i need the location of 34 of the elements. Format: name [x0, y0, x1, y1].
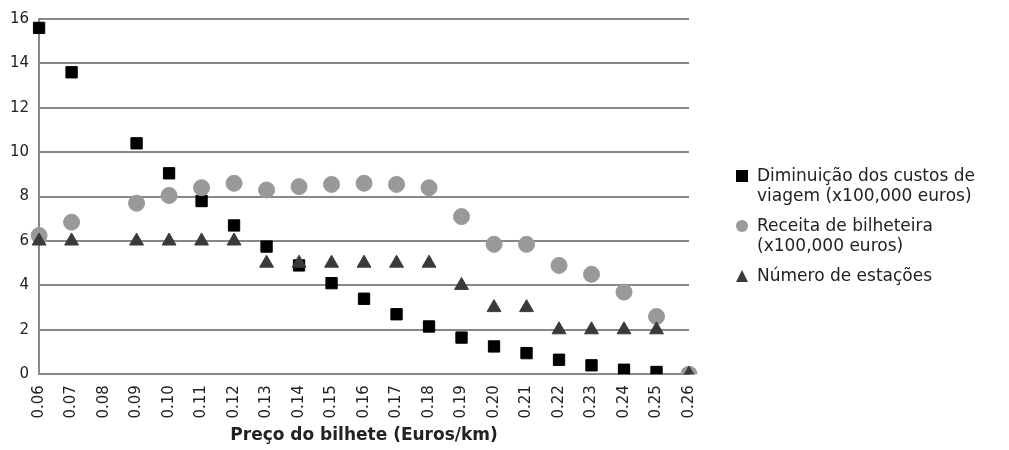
- y-tick-label: 4: [19, 275, 30, 294]
- y-tick-label: 14: [9, 53, 30, 72]
- x-tick-label: 0.22: [548, 385, 567, 419]
- x-tick-label: 0.08: [93, 385, 112, 419]
- legend-label: Receita de bilheteira (x100,000 euros): [757, 215, 934, 255]
- y-tick-label: 2: [19, 319, 30, 338]
- x-tick-label: 0.13: [256, 385, 275, 419]
- x-tick-label: 0.20: [483, 385, 502, 419]
- x-tick-label: 0.07: [61, 385, 80, 419]
- y-tick-label: 8: [19, 186, 30, 205]
- x-tick-label: 0.14: [288, 385, 307, 419]
- x-tick-label: 0.17: [386, 385, 405, 419]
- x-tick-label: 0.10: [158, 385, 177, 419]
- x-tick-label: 0.06: [28, 385, 47, 419]
- x-tick-label: 0.24: [613, 385, 632, 419]
- x-tick-label: 0.18: [418, 385, 437, 419]
- x-tick-label: 0.19: [451, 385, 470, 419]
- x-tick-label: 0.23: [581, 385, 600, 419]
- x-tick-label: 0.09: [126, 385, 145, 419]
- x-tick-label: 0.11: [191, 385, 210, 419]
- x-axis-title: Preço do bilhete (Euros/km): [230, 424, 498, 445]
- y-tick-label: 10: [9, 142, 30, 161]
- x-tick-label: 0.21: [516, 385, 535, 419]
- legend-label: Diminuição dos custos de viagem (x100,000 euros): [757, 165, 976, 205]
- x-tick-label: 0.15: [321, 385, 340, 419]
- x-tick-label: 0.12: [223, 385, 242, 419]
- y-tick-label: 16: [9, 8, 30, 27]
- x-tick-label: 0.16: [353, 385, 372, 419]
- x-tick-label: 0.26: [678, 385, 697, 419]
- y-tick-label: 6: [19, 230, 30, 249]
- x-tick-label: 0.25: [646, 385, 665, 419]
- legend-label: Número de estações: [757, 265, 933, 285]
- y-tick-label: 12: [9, 97, 30, 116]
- y-tick-label: 0: [19, 364, 30, 383]
